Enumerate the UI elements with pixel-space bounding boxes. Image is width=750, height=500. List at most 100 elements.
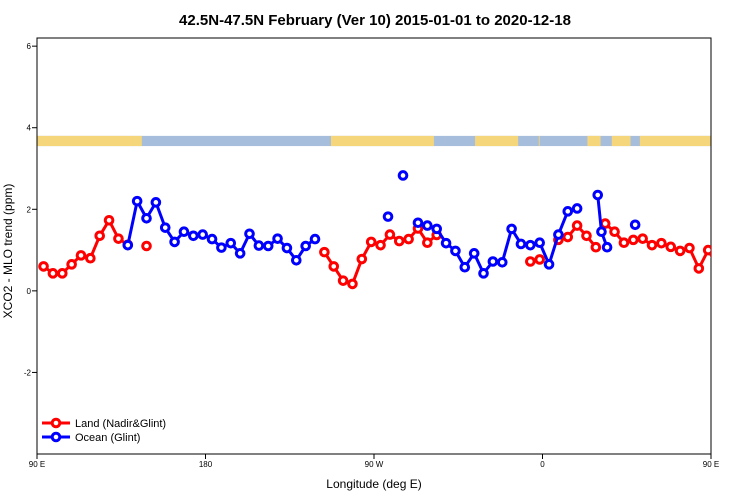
- y-tick-label: -2: [24, 368, 32, 377]
- series-ocean-point: [216, 242, 227, 253]
- series-ocean-point: [234, 248, 246, 259]
- y-tick-label: 0: [27, 287, 32, 296]
- series-land-point: [525, 256, 536, 267]
- x-tick-label: 90 E: [703, 460, 719, 469]
- series-ocean-point: [300, 240, 311, 252]
- land-band-segment: [587, 135, 601, 147]
- series-ocean-point: [534, 237, 545, 249]
- series-ocean-point: [629, 219, 641, 231]
- x-axis: 90 E 180 90 W 0 90 E: [29, 454, 719, 469]
- series-land-point: [66, 259, 77, 270]
- series-ocean-point: [206, 233, 218, 245]
- series-land-point: [38, 261, 49, 272]
- series-ocean-point: [440, 237, 452, 249]
- legend-land-marker: [50, 417, 62, 429]
- series-land-point: [356, 253, 368, 265]
- series-ocean-point: [592, 189, 604, 201]
- series-ocean-point: [159, 222, 171, 233]
- series-land-point: [403, 233, 414, 245]
- series-land-point: [665, 241, 677, 253]
- series-ocean-point: [431, 223, 443, 235]
- series-ocean-point: [397, 170, 409, 181]
- series-land-point: [534, 254, 545, 265]
- series-ocean-point: [571, 203, 583, 214]
- series-ocean-point: [169, 236, 180, 248]
- series-ocean-point: [478, 268, 489, 279]
- series-ocean-point: [422, 220, 433, 231]
- series-ocean-point: [506, 223, 517, 235]
- series-land-point: [562, 231, 574, 243]
- data-series: [38, 170, 750, 290]
- series-land-point: [103, 215, 115, 226]
- series-land-point: [94, 230, 106, 242]
- series-ocean-point: [382, 211, 394, 222]
- series-land-point: [422, 237, 433, 249]
- series-ocean-point: [244, 228, 255, 240]
- series-land-point: [609, 226, 620, 238]
- legend-land-label: Land (Nadir&Glint): [75, 418, 166, 430]
- series-land-point: [714, 263, 722, 271]
- land-band-segment: [538, 135, 540, 147]
- x-axis-label: Longitude (deg E): [326, 477, 421, 491]
- x-tick-label: 90 W: [365, 460, 384, 469]
- series-land-point: [375, 239, 386, 251]
- series-land-point: [141, 240, 152, 252]
- series-ocean-point: [515, 238, 527, 250]
- series-land-point: [674, 245, 686, 257]
- series-ocean-point: [253, 240, 265, 251]
- series-ocean-point: [188, 230, 199, 242]
- series-land-point: [693, 263, 705, 274]
- series-ocean-point: [543, 259, 555, 270]
- land-ocean-band: [37, 135, 711, 147]
- series-ocean-point: [496, 257, 508, 268]
- series-land-point: [656, 237, 667, 249]
- series-land-point: [319, 246, 330, 258]
- land-band-segment: [37, 135, 142, 147]
- series-land-point: [328, 261, 340, 272]
- land-band-segment: [475, 135, 519, 147]
- series-ocean-point: [468, 248, 480, 259]
- series-land-point: [581, 230, 592, 242]
- series-ocean-point: [131, 195, 143, 207]
- series-land-point: [347, 278, 358, 290]
- series-ocean-point: [225, 237, 237, 249]
- y-tick-label: 4: [27, 124, 32, 133]
- series-land: [38, 215, 750, 290]
- series-land-point: [47, 268, 59, 279]
- series-land-point: [113, 233, 124, 244]
- land-band-segment: [330, 135, 434, 147]
- series-land-point: [742, 261, 750, 269]
- series-land-point: [618, 237, 630, 249]
- series-land-point: [75, 250, 87, 261]
- series-land-point: [590, 241, 602, 253]
- series-ocean-point: [487, 256, 499, 267]
- series-ocean-point: [412, 217, 424, 229]
- series-land-point: [637, 233, 648, 244]
- legend-ocean-label: Ocean (Glint): [75, 432, 140, 444]
- x-tick-label: 90 E: [29, 460, 45, 469]
- series-land-point: [599, 218, 611, 229]
- y-axis-label: XCO2 - MLO trend (ppm): [1, 184, 15, 319]
- land-band-segment: [639, 135, 711, 147]
- series-ocean-point: [122, 239, 134, 251]
- series-land-point: [723, 269, 731, 277]
- series-land-point: [684, 242, 695, 254]
- series-ocean: [122, 170, 641, 279]
- y-tick-label: 6: [27, 42, 32, 51]
- series-ocean-point: [262, 240, 274, 252]
- x-tick-label: 0: [540, 460, 545, 469]
- legend-ocean-marker: [50, 431, 62, 443]
- series-ocean-point: [291, 254, 302, 266]
- series-ocean-point: [197, 229, 208, 240]
- series-ocean-point: [596, 226, 607, 238]
- series-land-point: [85, 252, 96, 264]
- series-ocean-point: [272, 233, 283, 244]
- land-band-segment: [611, 135, 631, 147]
- series-land-point: [628, 234, 639, 246]
- series-land-point: [702, 244, 711, 256]
- series-ocean-point: [601, 241, 613, 253]
- series-land-line: [42, 218, 129, 275]
- y-axis: -2 0 2 4 6: [24, 42, 37, 377]
- y-tick-label: 2: [27, 205, 32, 214]
